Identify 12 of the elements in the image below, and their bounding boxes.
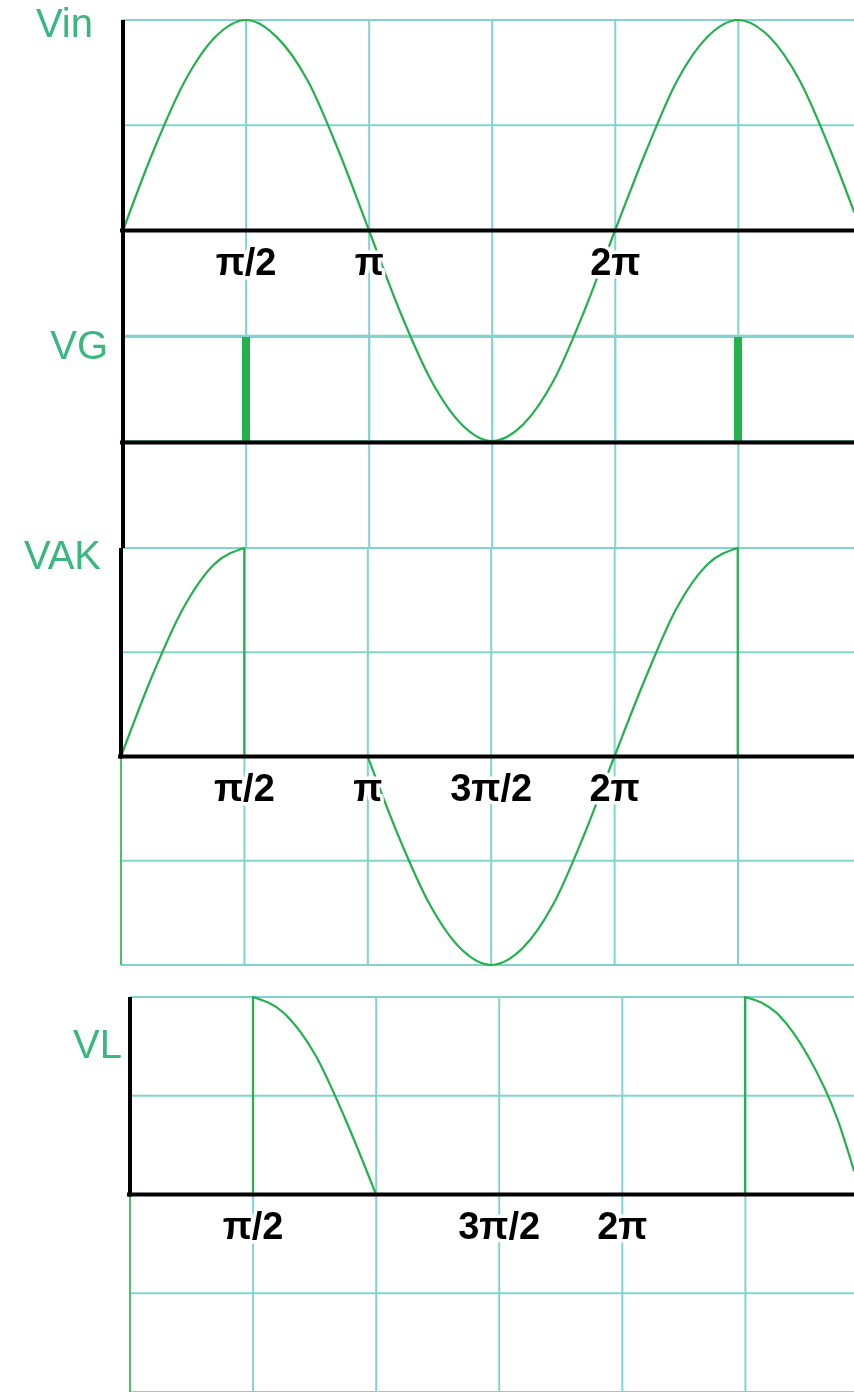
x-tick-label: 2π	[597, 1204, 648, 1247]
x-tick-label: π	[353, 766, 383, 809]
x-tick-label: π/2	[215, 240, 277, 283]
x-tick-label: 3π/2	[450, 766, 533, 809]
y-axis-title: Vin	[35, 1, 93, 45]
y-axis-title: VG	[50, 323, 108, 367]
x-tick-label: π	[354, 240, 384, 283]
y-axis-title: VL	[73, 1022, 122, 1066]
x-tick-label: 3π/2	[458, 1204, 541, 1247]
x-tick-label: π/2	[222, 1204, 284, 1247]
x-tick-label: π/2	[214, 766, 275, 809]
y-axis-title: VAK	[23, 533, 102, 577]
